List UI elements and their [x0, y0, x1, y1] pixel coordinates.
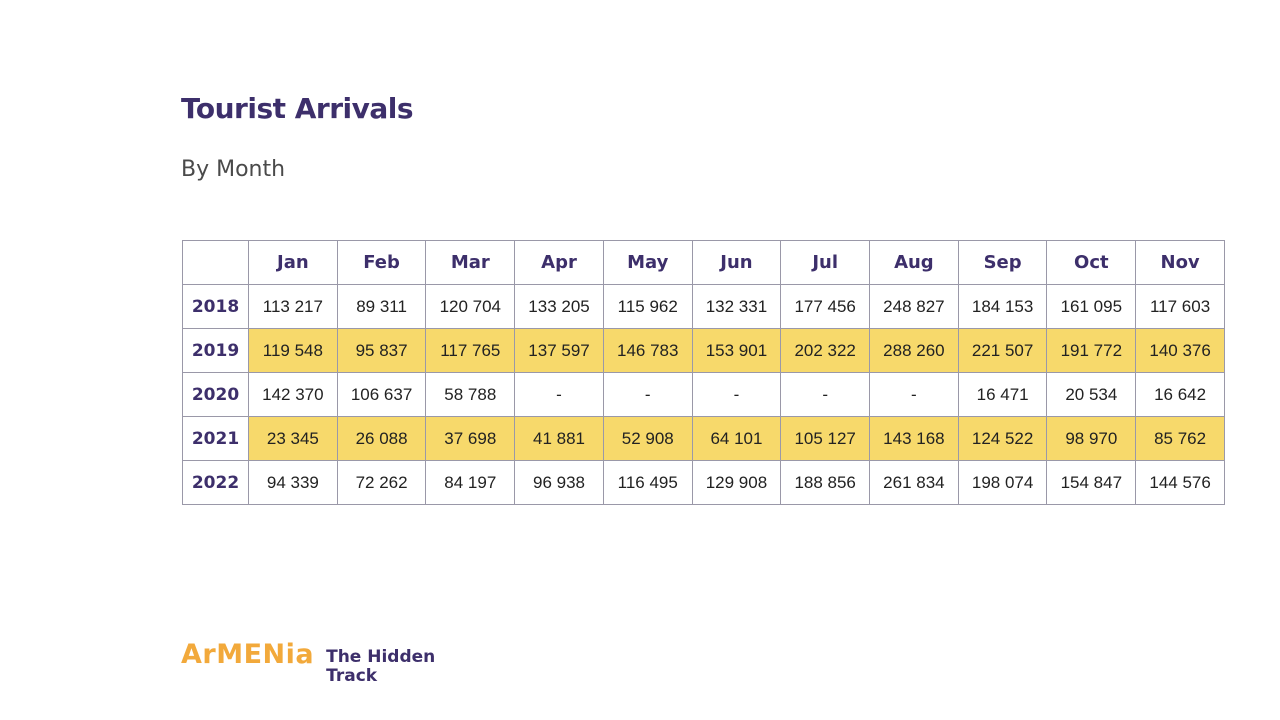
column-header-jun: Jun: [691, 240, 782, 285]
table-cell-2021-nov: 85 762: [1135, 416, 1225, 461]
column-header-feb: Feb: [336, 240, 427, 285]
column-header-jul: Jul: [780, 240, 871, 285]
table-cell-2018-jan: 113 217: [248, 284, 338, 329]
table-cell-2021-apr: 41 881: [514, 416, 604, 461]
table-cell-2022-jun: 129 908: [691, 460, 782, 505]
table-cell-2019-apr: 137 597: [514, 328, 604, 373]
table-cell-2021-sep: 124 522: [957, 416, 1048, 461]
table-cell-2022-mar: 84 197: [425, 460, 516, 505]
table-cell-2020-apr: -: [514, 372, 604, 417]
table-cell-2021-feb: 26 088: [336, 416, 427, 461]
table-cell-2020-nov: 16 642: [1135, 372, 1225, 417]
column-header-oct: Oct: [1046, 240, 1137, 285]
tourist-arrivals-table: Jan Feb Mar Apr May Jun Jul Aug Sep Oct Nov 2018 11…: [182, 240, 1225, 505]
table-cell-2022-sep: 198 074: [957, 460, 1048, 505]
table-row-2020: 2020 142 370 106 637 58 788- - - - -16 471 20 53…: [182, 372, 1225, 417]
table-cell-2021-jun: 64 101: [691, 416, 782, 461]
row-year-label: 2020: [182, 372, 249, 417]
table-corner-cell: [182, 240, 249, 285]
table-cell-2021-jan: 23 345: [248, 416, 338, 461]
table-header-row: Jan Feb Mar Apr May Jun Jul Aug Sep Oct Nov: [182, 240, 1225, 285]
column-header-apr: Apr: [514, 240, 604, 285]
table-cell-2019-mar: 117 765: [425, 328, 516, 373]
table-cell-2021-oct: 98 970: [1046, 416, 1137, 461]
table-row-2022: 2022 94 339 72 262 84 197 96 938 116 495 129 9…: [182, 460, 1225, 505]
column-header-jan: Jan: [248, 240, 338, 285]
brand-logo: ArMENia The Hidden Track: [181, 640, 435, 686]
table-cell-2020-sep: 16 471: [957, 372, 1048, 417]
table-cell-2020-jan: 142 370: [248, 372, 338, 417]
brand-tagline: The Hidden Track: [326, 648, 435, 686]
table-cell-2018-mar: 120 704: [425, 284, 516, 329]
table-cell-2018-jun: 132 331: [691, 284, 782, 329]
table-cell-2020-jul: -: [780, 372, 871, 417]
table-cell-2019-sep: 221 507: [957, 328, 1048, 373]
row-year-label: 2018: [182, 284, 249, 329]
table-cell-2020-mar: 58 788: [425, 372, 516, 417]
column-header-sep: Sep: [957, 240, 1048, 285]
column-header-aug: Aug: [869, 240, 959, 285]
table-cell-2018-feb: 89 311: [336, 284, 427, 329]
table-cell-2018-may: 115 962: [602, 284, 693, 329]
table-cell-2018-jul: 177 456: [780, 284, 871, 329]
table-cell-2022-jan: 94 339: [248, 460, 338, 505]
table-row-2019: 2019 119 548 95 837 117 765 137 597 146 783 15…: [182, 328, 1225, 373]
table-cell-2021-jul: 105 127: [780, 416, 871, 461]
page-title: Tourist Arrivals: [181, 92, 414, 125]
table-cell-2018-apr: 133 205: [514, 284, 604, 329]
table-cell-2019-jul: 202 322: [780, 328, 871, 373]
table-row-2021: 2021 23 345 26 088 37 698 41 881 52 908 64 101…: [182, 416, 1225, 461]
table-cell-2018-oct: 161 095: [1046, 284, 1137, 329]
page-subtitle: By Month: [181, 157, 286, 182]
table-cell-2019-feb: 95 837: [336, 328, 427, 373]
table-cell-2022-oct: 154 847: [1046, 460, 1137, 505]
table-cell-2019-aug: 288 260: [869, 328, 959, 373]
column-header-may: May: [602, 240, 693, 285]
table-cell-2020-aug: -: [869, 372, 959, 417]
table-cell-2022-aug: 261 834: [869, 460, 959, 505]
table-cell-2018-nov: 117 603: [1135, 284, 1225, 329]
table-cell-2020-jun: -: [691, 372, 782, 417]
table-cell-2019-oct: 191 772: [1046, 328, 1137, 373]
table-cell-2019-jan: 119 548: [248, 328, 338, 373]
table-cell-2020-feb: 106 637: [336, 372, 427, 417]
table-cell-2022-nov: 144 576: [1135, 460, 1225, 505]
column-header-nov: Nov: [1135, 240, 1225, 285]
table-cell-2021-may: 52 908: [602, 416, 693, 461]
row-year-label: 2022: [182, 460, 249, 505]
row-year-label: 2019: [182, 328, 249, 373]
table-cell-2022-feb: 72 262: [336, 460, 427, 505]
table-row-2018: 2018 113 217 89 311 120 704 133 205 115 962 13…: [182, 284, 1225, 329]
brand-tagline-line2: Track: [326, 666, 378, 686]
table-cell-2019-jun: 153 901: [691, 328, 782, 373]
table-cell-2020-oct: 20 534: [1046, 372, 1137, 417]
table-cell-2018-aug: 248 827: [869, 284, 959, 329]
table-cell-2019-may: 146 783: [602, 328, 693, 373]
table-body: 2018 113 217 89 311 120 704 133 205 115 962 13…: [182, 284, 1225, 505]
table-cell-2022-apr: 96 938: [514, 460, 604, 505]
table-cell-2022-may: 116 495: [602, 460, 693, 505]
table-cell-2021-aug: 143 168: [869, 416, 959, 461]
table-cell-2019-nov: 140 376: [1135, 328, 1225, 373]
row-year-label: 2021: [182, 416, 249, 461]
brand-name: ArMENia: [181, 639, 315, 670]
table-cell-2022-jul: 188 856: [780, 460, 871, 505]
brand-tagline-line1: The Hidden: [326, 647, 436, 667]
table-cell-2021-mar: 37 698: [425, 416, 516, 461]
column-header-mar: Mar: [425, 240, 516, 285]
table-cell-2018-sep: 184 153: [957, 284, 1048, 329]
table-cell-2020-may: -: [602, 372, 693, 417]
